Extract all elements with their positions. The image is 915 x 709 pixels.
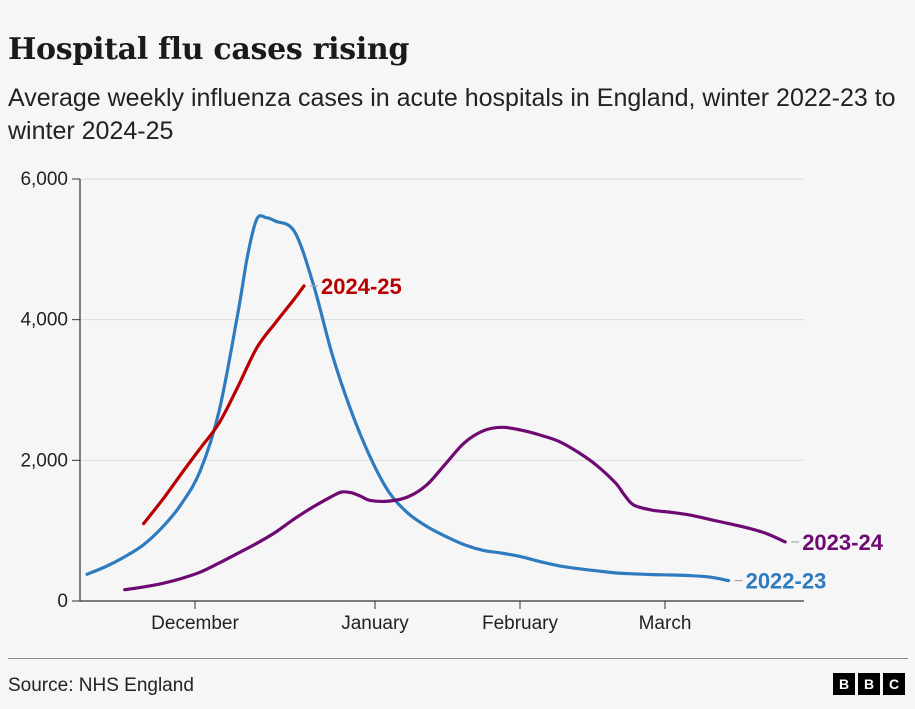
series-line-2023-24 bbox=[123, 425, 787, 592]
series-line-2022-23 bbox=[85, 214, 731, 583]
x-tick-label: January bbox=[341, 613, 409, 634]
x-axis: December January February March bbox=[80, 600, 804, 634]
source-note: Source: NHS England bbox=[8, 675, 194, 696]
x-tick-label: March bbox=[639, 613, 692, 634]
series-labels: 2022-23 2023-24 2024-25 bbox=[310, 274, 884, 594]
y-tick-label: 0 bbox=[57, 591, 68, 612]
series-lines bbox=[85, 214, 787, 592]
y-tick-label: 6,000 bbox=[20, 169, 68, 190]
x-tick-label: December bbox=[151, 613, 239, 634]
series-line-2024-25 bbox=[142, 284, 306, 526]
logo-letter: B bbox=[858, 673, 880, 695]
logo-letter: C bbox=[883, 673, 905, 695]
bbc-logo: B B C bbox=[833, 673, 905, 695]
logo-letter: B bbox=[833, 673, 855, 695]
y-tick-label: 2,000 bbox=[20, 450, 68, 471]
series-label-2024-25: 2024-25 bbox=[321, 274, 402, 299]
chart-title: Hospital flu cases rising bbox=[8, 32, 410, 67]
gridlines bbox=[80, 178, 804, 461]
series-label-2023-24: 2023-24 bbox=[802, 530, 884, 555]
chart-subtitle: Average weekly influenza cases in acute … bbox=[8, 84, 896, 145]
y-axis: 0 2,000 4,000 6,000 bbox=[20, 169, 81, 612]
y-tick-label: 4,000 bbox=[20, 310, 68, 331]
series-label-2022-23: 2022-23 bbox=[746, 569, 827, 594]
footer-divider bbox=[8, 658, 908, 659]
x-tick-label: February bbox=[482, 613, 559, 634]
